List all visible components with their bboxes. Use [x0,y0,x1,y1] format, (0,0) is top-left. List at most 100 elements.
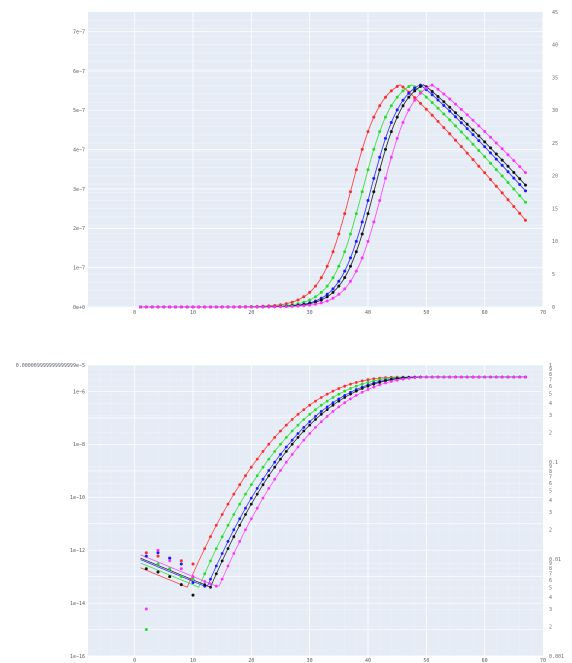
data-point-ff33ff [249,305,253,309]
data-point-ff33ff [179,567,183,571]
y2-tick-label: 25 [552,141,558,147]
data-point-22dd22 [296,423,300,427]
data-point-ff33ff [156,548,160,552]
data-point-1a1aff [436,98,440,102]
data-point-1a1aff [430,93,434,97]
data-point-111111 [419,85,422,88]
y2-tick-label: 40 [552,43,558,49]
data-point-ff2a2a [465,151,469,155]
data-point-ff33ff [267,487,271,490]
data-point-1a1aff [232,528,236,532]
x-ticks-top: 0 10 20 30 40 50 60 70 [133,310,546,316]
data-point-ff2a2a [454,138,457,142]
data-point-111111 [407,95,411,99]
data-point-ff33ff [284,460,288,464]
data-point-ff2a2a [349,190,352,194]
data-point-ff33ff [442,92,446,96]
data-point-ff33ff [232,552,236,555]
data-point-111111 [378,168,382,172]
y-tick-label: 3e−7 [73,187,85,193]
data-point-1a1aff [471,133,475,137]
data-point-22dd22 [249,483,253,487]
data-point-22dd22 [191,577,195,581]
data-point-ff33ff [413,98,417,102]
data-point-111111 [209,585,212,589]
data-point-111111 [354,250,358,254]
data-point-ff2a2a [401,85,405,89]
data-point-111111 [372,190,376,194]
data-point-22dd22 [349,387,352,390]
data-point-ff2a2a [249,465,253,469]
data-point-ff33ff [156,305,160,309]
data-point-111111 [454,111,457,115]
data-point-ff2a2a [337,387,341,390]
data-point-22dd22 [308,412,312,416]
data-point-1a1aff [454,115,457,119]
data-point-ff2a2a [290,300,294,304]
data-point-ff33ff [261,305,265,309]
data-point-ff33ff [226,564,230,568]
data-point-1a1aff [337,279,341,283]
data-point-ff2a2a [220,513,224,516]
data-point-ff33ff [279,305,282,309]
y2-tick-label: 10 [552,239,558,245]
data-point-ff2a2a [459,145,463,149]
data-point-111111 [325,408,329,411]
data-point-ff33ff [372,385,376,389]
data-point-ff33ff [436,375,440,379]
data-point-ff2a2a [238,483,242,487]
data-point-22dd22 [360,382,364,386]
chart-bottom: 0 10 20 30 40 50 60 70 1e−16 1e−14 1e−12 1e−10 1e−8… [16,363,564,663]
data-point-1a1aff [249,496,253,500]
data-point-ff33ff [483,130,487,133]
x-tick-label: 10 [190,658,196,663]
data-point-1a1aff [238,517,242,521]
data-point-ff33ff [477,124,481,128]
data-point-ff33ff [454,375,457,379]
data-point-ff2a2a [314,399,317,403]
data-point-1a1aff [267,469,271,472]
chart-top: 0 10 20 30 40 50 60 70 0e+01e−72e−73e−74e−75e−7… [73,10,558,316]
x-tick-label: 10 [190,310,196,316]
data-point-ff2a2a [471,158,475,162]
data-point-ff33ff [500,147,504,151]
data-point-22dd22 [337,264,341,268]
y-tick-label: 7e−7 [73,29,85,35]
data-point-111111 [290,442,294,446]
data-point-ff33ff [203,580,207,583]
gridlines-bottom [88,364,543,657]
data-point-1a1aff [483,145,487,149]
data-point-ff33ff [209,305,212,309]
data-point-ff33ff [471,375,475,379]
data-point-ff2a2a [343,212,347,216]
data-point-ff2a2a [144,551,148,555]
y2-tick-label: 30 [552,108,558,114]
data-point-ff33ff [325,415,329,418]
data-point-ff33ff [197,305,201,309]
data-point-111111 [360,387,364,390]
data-point-1a1aff [343,269,347,273]
data-point-ff2a2a [302,295,306,299]
y-tick-label: 1e−16 [70,654,85,660]
data-point-ff33ff [524,171,527,175]
data-point-22dd22 [168,567,172,571]
data-point-111111 [226,547,230,550]
x-tick-label: 30 [307,310,313,316]
data-point-ff2a2a [483,171,487,175]
data-point-22dd22 [395,95,399,99]
data-point-ff33ff [524,375,527,379]
data-point-ff33ff [459,107,463,111]
data-point-ff2a2a [506,198,510,202]
data-point-ff2a2a [436,119,440,123]
data-point-ff2a2a [360,379,364,383]
data-point-1a1aff [244,506,247,510]
data-point-22dd22 [430,101,434,105]
data-point-ff2a2a [255,457,259,461]
data-point-ff33ff [290,304,294,308]
data-point-ff2a2a [424,107,428,111]
data-point-ff33ff [273,305,277,309]
data-point-1a1aff [319,410,323,413]
y2-tick-label: 35 [552,75,558,81]
